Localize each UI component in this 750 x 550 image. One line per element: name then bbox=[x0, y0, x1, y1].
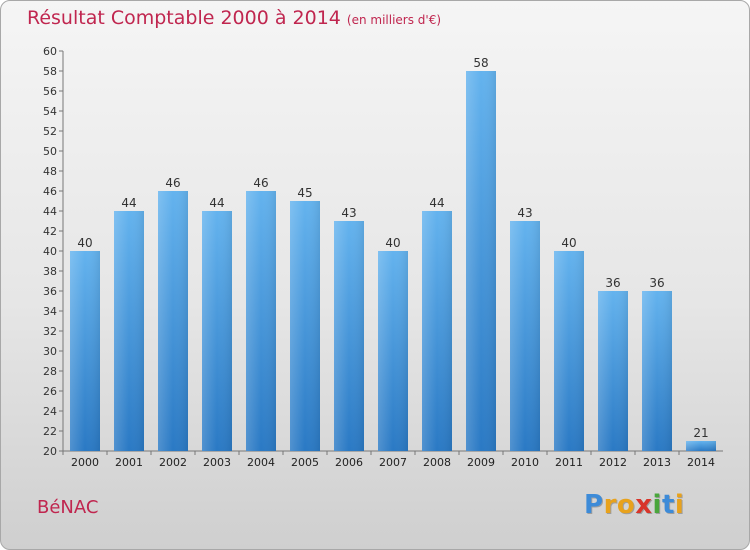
y-tick-label: 38 bbox=[43, 265, 57, 278]
bar-shine bbox=[466, 71, 496, 451]
bar-value-label: 58 bbox=[473, 56, 488, 70]
bar-shine bbox=[290, 201, 320, 451]
y-tick-label: 50 bbox=[43, 145, 57, 158]
y-tick-label: 48 bbox=[43, 165, 57, 178]
x-tick-label: 2006 bbox=[335, 456, 363, 469]
y-tick-label: 56 bbox=[43, 85, 57, 98]
x-tick-label: 2001 bbox=[115, 456, 143, 469]
y-tick-label: 54 bbox=[43, 105, 57, 118]
bar-shine bbox=[246, 191, 276, 451]
bar-shine bbox=[686, 441, 716, 451]
x-tick-label: 2010 bbox=[511, 456, 539, 469]
bar-value-label: 36 bbox=[649, 276, 664, 290]
bar-shine bbox=[334, 221, 364, 451]
y-tick-label: 24 bbox=[43, 405, 57, 418]
bar-value-label: 21 bbox=[693, 426, 708, 440]
y-tick-label: 30 bbox=[43, 345, 57, 358]
bar-value-label: 43 bbox=[341, 206, 356, 220]
x-tick-label: 2000 bbox=[71, 456, 99, 469]
bar-shine bbox=[510, 221, 540, 451]
bar-value-label: 36 bbox=[605, 276, 620, 290]
chart-subtitle: (en milliers d'€) bbox=[346, 13, 442, 27]
logo-letter: r bbox=[603, 490, 617, 520]
bar-value-label: 40 bbox=[385, 236, 400, 250]
logo-letter: P bbox=[584, 490, 604, 520]
logo-letter: o bbox=[616, 490, 636, 520]
city-name: BéNAC bbox=[37, 497, 99, 518]
y-tick-label: 36 bbox=[43, 285, 57, 298]
bar-value-label: 45 bbox=[297, 186, 312, 200]
y-tick-label: 60 bbox=[43, 45, 57, 58]
bars: 40 44 46 44 46 45 43 40 44 58 43 40 36 36 21 bbox=[70, 56, 716, 451]
bar-value-label: 40 bbox=[561, 236, 576, 250]
bar-value-label: 46 bbox=[253, 176, 268, 190]
bar-value-label: 43 bbox=[517, 206, 532, 220]
bar-value-label: 40 bbox=[77, 236, 92, 250]
bar-shine bbox=[422, 211, 452, 451]
logo-letter: i bbox=[674, 490, 685, 520]
x-tick-label: 2011 bbox=[555, 456, 583, 469]
bar-shine bbox=[158, 191, 188, 451]
y-tick-label: 20 bbox=[43, 445, 57, 458]
bar-shine bbox=[202, 211, 232, 451]
x-tick-label: 2004 bbox=[247, 456, 275, 469]
bar-value-label: 44 bbox=[209, 196, 224, 210]
x-tick-label: 2012 bbox=[599, 456, 627, 469]
x-tick-label: 2003 bbox=[203, 456, 231, 469]
bar-value-label: 44 bbox=[121, 196, 136, 210]
x-tick-label: 2007 bbox=[379, 456, 407, 469]
x-tick-label: 2014 bbox=[687, 456, 715, 469]
x-axis: 2000 2001 2002 2003 2004 2005 2006 2007 2008 2009… bbox=[62, 450, 723, 469]
x-tick-label: 2002 bbox=[159, 456, 187, 469]
x-tick-label: 2009 bbox=[467, 456, 495, 469]
x-tick-label: 2013 bbox=[643, 456, 671, 469]
bar-value-label: 44 bbox=[429, 196, 444, 210]
y-tick-label: 42 bbox=[43, 225, 57, 238]
y-tick-label: 40 bbox=[43, 245, 57, 258]
y-tick-label: 22 bbox=[43, 425, 57, 438]
bar-shine bbox=[378, 251, 408, 451]
title-text: Résultat Comptable 2000 à 2014 bbox=[27, 7, 341, 29]
y-tick-label: 52 bbox=[43, 125, 57, 138]
y-axis: 20 22 24 26 28 30 32 34 36 38 40 42 44 46 48 50 52 54 56 58… bbox=[43, 45, 64, 458]
chart-title: Résultat Comptable 2000 à 2014 (en millie… bbox=[27, 7, 441, 29]
bar-shine bbox=[70, 251, 100, 451]
y-tick-label: 34 bbox=[43, 305, 57, 318]
bar-shine bbox=[114, 211, 144, 451]
logo-letter: t bbox=[661, 490, 675, 520]
y-tick-label: 46 bbox=[43, 185, 57, 198]
y-tick-label: 44 bbox=[43, 205, 57, 218]
logo-letter: x bbox=[635, 490, 653, 520]
y-tick-label: 58 bbox=[43, 65, 57, 78]
bar-shine bbox=[642, 291, 672, 451]
bar-value-label: 46 bbox=[165, 176, 180, 190]
proxiti-logo: Proxiti bbox=[584, 490, 684, 520]
y-tick-label: 32 bbox=[43, 325, 57, 338]
y-tick-label: 28 bbox=[43, 365, 57, 378]
logo-letter: i bbox=[652, 490, 662, 520]
x-tick-label: 2008 bbox=[423, 456, 451, 469]
bar-shine bbox=[598, 291, 628, 451]
bar-shine bbox=[554, 251, 584, 451]
x-tick-label: 2005 bbox=[291, 456, 319, 469]
y-tick-label: 26 bbox=[43, 385, 57, 398]
